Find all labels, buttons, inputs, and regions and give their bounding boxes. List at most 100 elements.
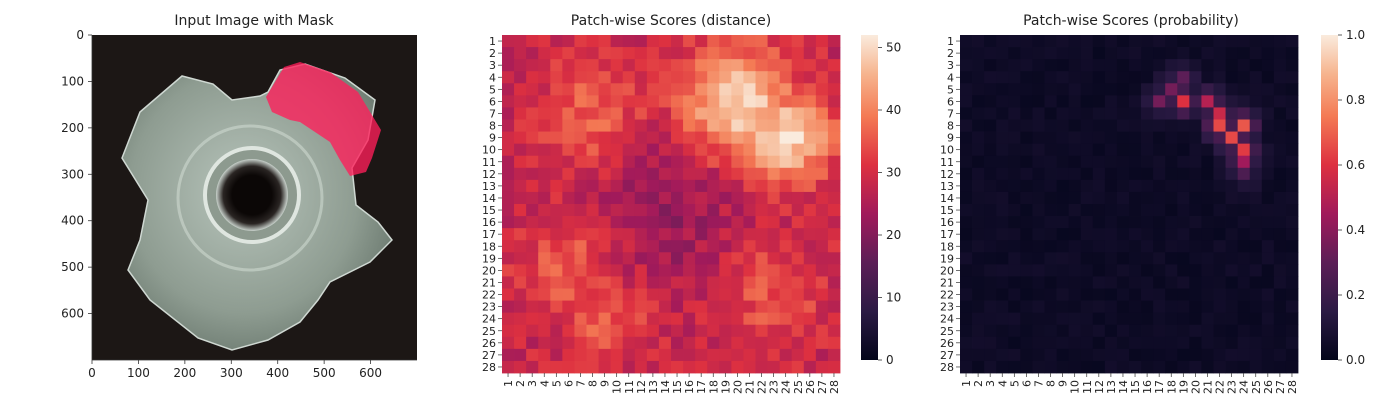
heatmap-cell xyxy=(695,204,708,217)
heatmap-cell xyxy=(1237,83,1251,96)
heatmap-cell xyxy=(622,228,636,241)
heatmap-cell xyxy=(1201,95,1214,108)
heatmap-cell xyxy=(514,131,527,145)
heatmap-cell xyxy=(791,252,805,265)
heatmap-cell xyxy=(803,167,817,181)
heatmap-cell xyxy=(598,288,612,301)
heatmap-cell xyxy=(1092,191,1106,205)
heatmap-cell xyxy=(622,59,636,72)
heatmap-cell xyxy=(972,360,985,374)
heatmap-cell xyxy=(1177,240,1190,253)
heatmap-cell xyxy=(960,143,973,157)
heatmap-cell xyxy=(803,95,817,108)
heatmap-cell xyxy=(1225,47,1239,60)
heatmap-cell xyxy=(1080,264,1094,277)
heatmap-cell xyxy=(960,107,973,120)
heatmap-cell xyxy=(574,71,587,84)
heatmap-cell xyxy=(984,119,997,132)
heatmap-cell xyxy=(779,119,793,132)
heatmap-cell xyxy=(695,131,708,145)
heatmap-cell xyxy=(683,95,696,108)
heatmap-cell xyxy=(791,119,805,132)
heatmap-cell xyxy=(1249,360,1263,374)
heatmap-cell xyxy=(767,47,781,60)
heatmap-cell xyxy=(634,300,648,314)
heatmap-cell xyxy=(1032,264,1045,277)
heatmap-cell xyxy=(1141,167,1154,181)
heatmap-cell xyxy=(695,155,708,169)
heatmap-cell xyxy=(743,240,756,253)
heatmap-cell xyxy=(827,348,841,362)
heatmap-cell xyxy=(755,288,768,301)
heatmap-cell xyxy=(1141,228,1154,241)
heatmap-cell xyxy=(538,216,551,229)
heatmap-cell xyxy=(1008,167,1021,181)
heatmap-cell xyxy=(658,179,672,193)
heatmap-cell xyxy=(1189,288,1202,301)
heatmap-cell xyxy=(1189,312,1202,326)
heatmap-cell xyxy=(743,131,756,145)
heatmap-x-tick-label: 7 xyxy=(1032,380,1045,387)
heatmap-cell xyxy=(707,252,720,265)
heatmap-cell xyxy=(1285,59,1299,72)
heatmap-y-tick-label: 24 xyxy=(940,313,954,326)
heatmap-cell xyxy=(550,252,563,265)
heatmap-cell xyxy=(960,179,973,193)
heatmap-cell xyxy=(803,312,817,326)
heatmap-cell xyxy=(502,35,515,48)
heatmap-cell xyxy=(1104,47,1118,60)
image-x-tick-label: 500 xyxy=(313,366,336,380)
heatmap-cell xyxy=(1129,348,1142,362)
heatmap-cell xyxy=(658,191,672,205)
heatmap-cell xyxy=(1092,59,1106,72)
heatmap-cell xyxy=(1044,348,1057,362)
heatmap-cell xyxy=(1213,95,1226,108)
heatmap-cell xyxy=(1249,276,1263,289)
heatmap-cell xyxy=(1008,155,1021,169)
heatmap-cell xyxy=(984,47,997,60)
heatmap-cell xyxy=(1092,131,1106,145)
heatmap-cell xyxy=(1201,240,1214,253)
heatmap-cell xyxy=(1116,336,1130,350)
heatmap-cell xyxy=(707,348,720,362)
heatmap-cell xyxy=(1092,288,1106,301)
heatmap-cell xyxy=(731,204,744,217)
heatmap-cell xyxy=(671,179,684,193)
heatmap-cell xyxy=(719,131,732,145)
heatmap-cell xyxy=(767,228,781,241)
heatmap-cell xyxy=(695,300,708,314)
heatmap-cell xyxy=(1129,83,1142,96)
heatmap-cell xyxy=(996,155,1009,169)
heatmap-cell xyxy=(695,191,708,205)
heatmap-cell xyxy=(1285,264,1299,277)
heatmap-cell xyxy=(550,288,563,301)
heatmap-cell xyxy=(695,95,708,108)
heatmap-cell xyxy=(1249,264,1263,277)
heatmap-cell xyxy=(827,107,841,120)
heatmap-cell xyxy=(996,324,1009,338)
heatmap-y-tick-label: 12 xyxy=(940,168,954,181)
heatmap-cell xyxy=(984,179,997,193)
heatmap-cell xyxy=(1201,300,1214,314)
panel-3-title: Patch-wise Scores (probability) xyxy=(1023,13,1239,29)
heatmap-cell xyxy=(683,276,696,289)
heatmap-cell xyxy=(1273,264,1287,277)
heatmap-cell xyxy=(610,324,624,338)
heatmap-cell xyxy=(731,288,744,301)
heatmap-cell xyxy=(1129,167,1142,181)
heatmap-cell xyxy=(1165,47,1178,60)
heatmap-cell xyxy=(634,143,648,157)
heatmap-cell xyxy=(779,276,793,289)
heatmap-cell xyxy=(1285,288,1299,301)
heatmap-cell xyxy=(526,360,539,374)
heatmap-y-tick-label: 28 xyxy=(482,361,496,374)
heatmap-cell xyxy=(1213,155,1226,169)
heatmap-cell xyxy=(610,240,624,253)
heatmap-y-tick-label: 21 xyxy=(940,276,954,289)
heatmap-cell xyxy=(1189,264,1202,277)
heatmap-cell xyxy=(755,71,768,84)
heatmap-cell xyxy=(550,336,563,350)
heatmap-cell xyxy=(586,360,599,374)
heatmap-cell xyxy=(1201,131,1214,145)
heatmap-cell xyxy=(1213,179,1226,193)
